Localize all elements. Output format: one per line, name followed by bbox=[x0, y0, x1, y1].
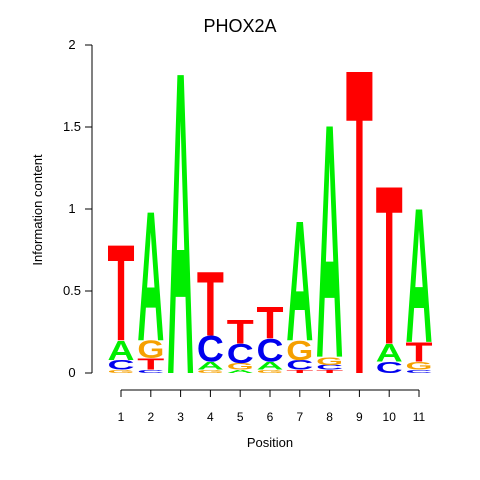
logo-letter-a: A bbox=[286, 185, 313, 377]
x-tick-label: 2 bbox=[147, 410, 154, 424]
logo-letter-t: T bbox=[227, 313, 254, 351]
logo-letter-t: T bbox=[376, 138, 403, 392]
x-tick-label: 4 bbox=[207, 410, 214, 424]
logo-letter-t: T bbox=[346, 0, 373, 466]
x-tick-label: 6 bbox=[267, 410, 274, 424]
x-tick-label: 10 bbox=[383, 410, 397, 424]
logo-letter-a: A bbox=[137, 174, 164, 381]
y-tick-label: 0.5 bbox=[63, 283, 81, 298]
x-tick-label: 5 bbox=[237, 410, 244, 424]
y-axis: 0 0.5 1 1.5 2 bbox=[63, 37, 92, 380]
y-tick-label: 1 bbox=[68, 201, 75, 216]
logo-letter-t: T bbox=[197, 254, 224, 356]
chart-title: PHOX2A bbox=[203, 16, 276, 36]
x-tick-label: 11 bbox=[413, 410, 426, 424]
y-tick-label: 2 bbox=[68, 37, 75, 52]
x-tick-label: 7 bbox=[296, 410, 303, 424]
y-tick-label: 0 bbox=[68, 365, 75, 380]
x-axis-label: Position bbox=[247, 435, 293, 450]
x-axis: 1 2 3 4 5 6 7 8 9 10 11 bbox=[118, 390, 426, 424]
logo-letter-t: T bbox=[256, 297, 283, 349]
logo-letter-a: A bbox=[316, 56, 343, 428]
logo-letter-a: A bbox=[406, 170, 433, 384]
y-tick-label: 1.5 bbox=[63, 119, 81, 134]
x-tick-label: 1 bbox=[118, 410, 125, 424]
logo-letter-a: A bbox=[167, 0, 194, 466]
logo-letter-t: T bbox=[108, 216, 135, 369]
y-axis-label: Information content bbox=[30, 154, 45, 266]
